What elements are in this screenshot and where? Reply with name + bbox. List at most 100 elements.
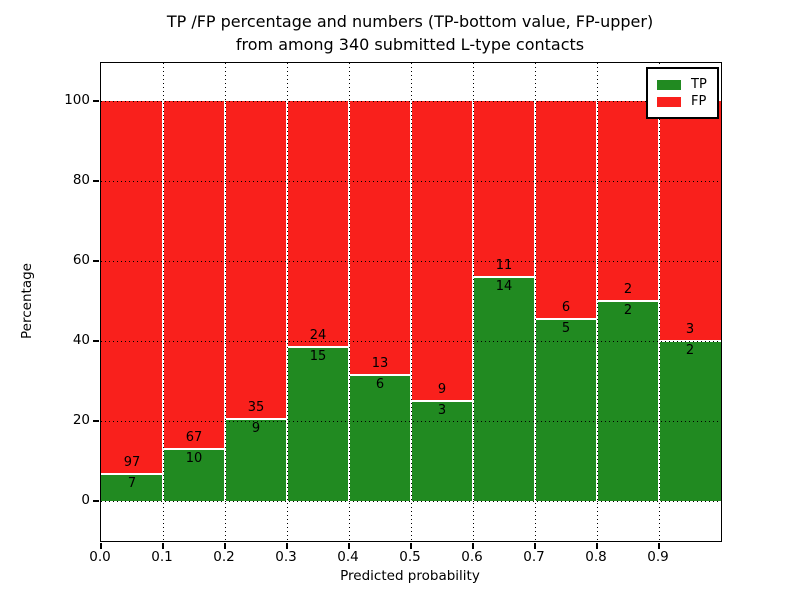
x-tick-0.2 [224, 543, 226, 549]
x-tick-0.9 [658, 543, 660, 549]
bar-segment-fp-2 [225, 101, 287, 420]
gridline-vertical-0.2 [225, 63, 226, 541]
chart-title-line1: TP /FP percentage and numbers (TP-bottom… [166, 12, 654, 31]
y-tick-label-0: 0 [81, 492, 90, 508]
bar-edge-horizontal-0 [101, 473, 163, 476]
bar-segment-fp-5 [411, 101, 473, 401]
gridline-horizontal-20 [101, 421, 721, 422]
y-tick-80 [93, 180, 99, 182]
gridline-vertical-0.5 [411, 63, 412, 541]
y-tick-label-100: 100 [64, 92, 90, 108]
x-tick-0.0 [100, 543, 102, 549]
bar-segment-tp-2 [225, 419, 287, 501]
bar-label-fp-4: 13 [371, 355, 389, 371]
y-tick-label-20: 20 [72, 412, 90, 428]
bar-segment-tp-8 [597, 301, 659, 501]
bar-label-fp-0: 97 [123, 455, 141, 471]
y-tick-40 [93, 340, 99, 342]
bar-label-fp-8: 2 [623, 282, 633, 297]
x-tick-0.3 [286, 543, 288, 549]
x-tick-label-0.7: 0.7 [523, 549, 545, 565]
x-tick-label-0.9: 0.9 [647, 549, 669, 565]
legend-swatch-tp-icon [657, 79, 681, 90]
y-tick-label-60: 60 [72, 252, 90, 268]
bar-label-tp-1: 10 [185, 451, 203, 467]
chart-title: TP /FP percentage and numbers (TP-bottom… [100, 10, 720, 56]
x-tick-0.7 [534, 543, 536, 549]
bar-segment-tp-4 [349, 374, 411, 501]
x-tick-label-0.0: 0.0 [89, 549, 111, 565]
bar-segment-tp-6 [473, 277, 535, 501]
bar-edge-horizontal-1 [163, 448, 225, 451]
bar-label-tp-8: 2 [623, 303, 633, 318]
x-tick-label-0.3: 0.3 [275, 549, 297, 565]
bar-segment-fp-9 [659, 101, 721, 341]
bar-edge-horizontal-7 [535, 318, 597, 321]
bar-segment-fp-8 [597, 101, 659, 301]
gridline-vertical-0.4 [349, 63, 350, 541]
y-tick-label-80: 80 [72, 172, 90, 188]
bar-segment-fp-6 [473, 101, 535, 277]
bar-segment-tp-0 [101, 474, 163, 501]
bar-label-tp-3: 15 [309, 349, 327, 365]
bar-label-fp-6: 11 [495, 258, 513, 273]
bar-label-tp-2: 9 [251, 421, 261, 437]
x-tick-label-0.8: 0.8 [585, 549, 607, 565]
y-tick-100 [93, 100, 99, 102]
bar-segment-fp-7 [535, 101, 597, 320]
bar-edge-horizontal-8 [597, 300, 659, 302]
x-tick-label-0.2: 0.2 [213, 549, 235, 565]
x-tick-label-0.1: 0.1 [151, 549, 173, 565]
bar-label-tp-0: 7 [127, 476, 137, 492]
bar-edge-horizontal-3 [287, 346, 349, 349]
y-tick-0 [93, 500, 99, 502]
bar-label-fp-7: 6 [561, 300, 571, 316]
gridline-vertical-0.9 [659, 63, 660, 541]
y-tick-20 [93, 420, 99, 422]
bar-label-fp-1: 67 [185, 430, 203, 446]
gridline-horizontal-60 [101, 261, 721, 262]
bar-segment-tp-7 [535, 319, 597, 501]
bar-segment-tp-3 [287, 347, 349, 501]
bar-label-fp-9: 3 [685, 322, 695, 337]
legend-item-fp: FP [657, 94, 707, 109]
chart-title-line2: from among 340 submitted L-type contacts [235, 35, 585, 54]
x-axis-label: Predicted probability [340, 568, 480, 584]
x-tick-label-0.6: 0.6 [461, 549, 483, 565]
gridline-horizontal-100 [101, 101, 721, 102]
y-tick-60 [93, 260, 99, 262]
gridline-vertical-0.7 [535, 63, 536, 541]
legend-swatch-fp-icon [657, 96, 681, 107]
x-tick-0.1 [162, 543, 164, 549]
legend-label-tp: TP [691, 77, 707, 92]
y-tick-label-40: 40 [72, 332, 90, 348]
gridline-vertical-0.6 [473, 63, 474, 541]
bar-label-tp-9: 2 [685, 343, 695, 358]
bar-label-tp-6: 14 [495, 279, 513, 294]
bar-label-tp-5: 3 [437, 403, 447, 418]
bar-segment-fp-4 [349, 101, 411, 375]
gridline-vertical-0.1 [163, 63, 164, 541]
gridline-horizontal-80 [101, 181, 721, 182]
bar-edge-horizontal-5 [411, 400, 473, 402]
bar-segment-tp-5 [411, 401, 473, 501]
x-tick-label-0.5: 0.5 [399, 549, 421, 565]
bar-segment-fp-0 [101, 101, 163, 475]
bar-segment-fp-3 [287, 101, 349, 348]
y-axis-label: Percentage [19, 263, 35, 339]
bar-label-fp-3: 24 [309, 328, 327, 344]
bar-label-fp-5: 9 [437, 382, 447, 397]
bar-edge-horizontal-6 [473, 276, 535, 278]
x-tick-0.5 [410, 543, 412, 549]
legend-label-fp: FP [691, 94, 707, 109]
gridline-vertical-0.8 [597, 63, 598, 541]
gridline-vertical-0.3 [287, 63, 288, 541]
legend: TP FP [646, 67, 719, 119]
x-tick-0.4 [348, 543, 350, 549]
bar-edge-horizontal-2 [225, 418, 287, 421]
bar-label-tp-7: 5 [561, 321, 571, 337]
bar-label-tp-4: 6 [375, 376, 385, 392]
gridline-horizontal-40 [101, 341, 721, 342]
legend-item-tp: TP [657, 77, 707, 92]
